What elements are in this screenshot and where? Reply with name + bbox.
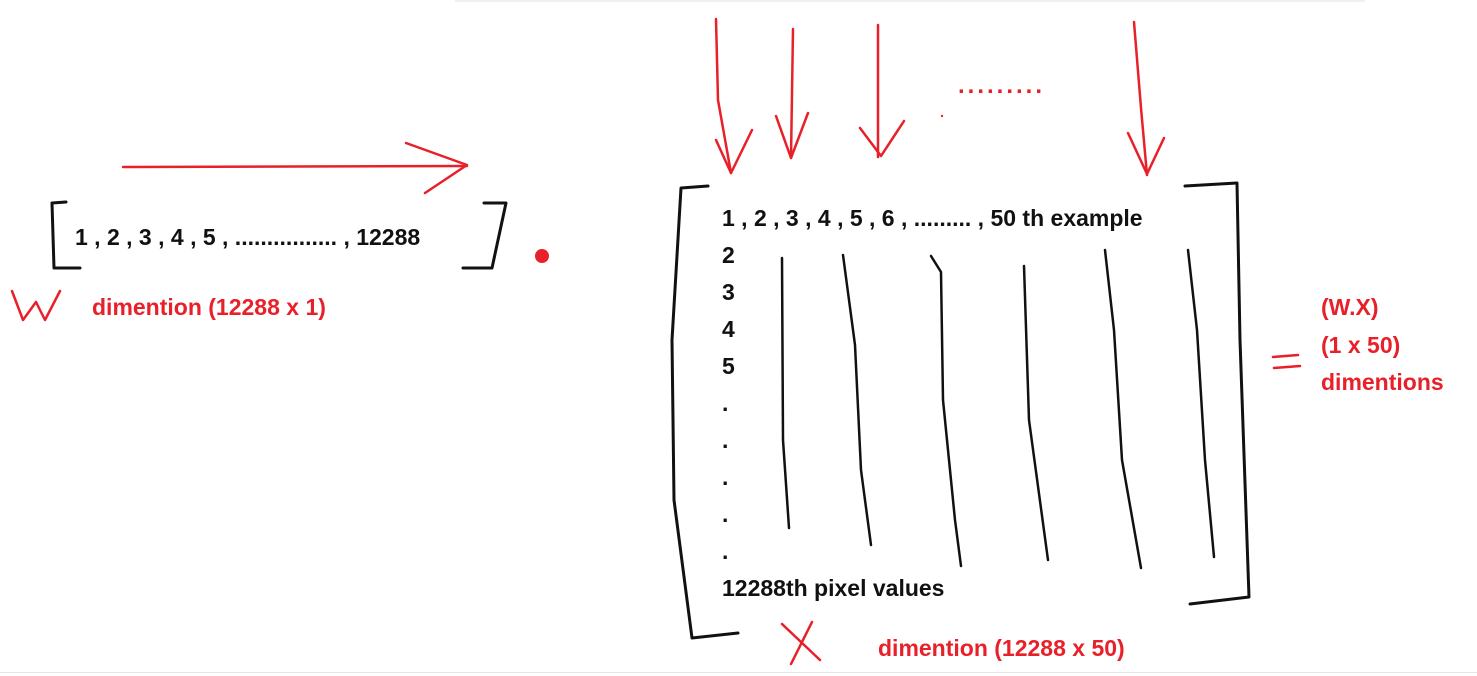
column-arrows-ellipsis: ......... bbox=[958, 72, 1046, 99]
equals-line-bottom bbox=[1272, 364, 1302, 370]
column-line-3 bbox=[929, 254, 963, 568]
x-dimension-label: dimention (12288 x 50) bbox=[878, 635, 1125, 661]
w-left-bracket bbox=[50, 200, 82, 270]
column-arrow-2 bbox=[789, 27, 795, 160]
column-line-5 bbox=[1103, 248, 1143, 570]
x-column-entry: 3 bbox=[722, 279, 735, 305]
x-column-entry: . bbox=[722, 390, 729, 416]
x-column-entry: . bbox=[722, 538, 729, 564]
column-arrow-4-head bbox=[1126, 131, 1166, 176]
column-line-1 bbox=[780, 256, 791, 530]
top-edge-shadow bbox=[455, 0, 1365, 2]
column-line-2 bbox=[841, 253, 873, 547]
w-vector-contents: 1 , 2 , 3 , 4 , 5 , ................ , 1… bbox=[75, 224, 421, 250]
x-last-row: 12288th pixel values bbox=[722, 575, 945, 601]
column-line-6 bbox=[1186, 248, 1216, 559]
w-symbol-icon bbox=[10, 289, 62, 322]
x-right-bracket bbox=[1183, 181, 1251, 606]
column-arrow-3-head bbox=[858, 119, 906, 158]
matrix-column-lines bbox=[780, 248, 1216, 570]
bottom-divider bbox=[0, 672, 1477, 673]
x-column-entry: . bbox=[722, 427, 729, 453]
w-right-bracket bbox=[461, 201, 508, 270]
x-column-entry: 2 bbox=[722, 242, 735, 268]
result-line-3: dimentions bbox=[1321, 369, 1444, 395]
w-dimension-label: dimention (12288 x 1) bbox=[92, 294, 326, 320]
column-arrow-4 bbox=[1132, 20, 1149, 177]
column-arrows bbox=[714, 17, 1166, 177]
x-column-entry: . bbox=[722, 501, 729, 527]
w-arrowhead bbox=[404, 141, 469, 195]
x-symbol-icon-stroke-2 bbox=[789, 620, 814, 666]
dot-operator-icon bbox=[535, 249, 549, 263]
result-line-1: (W.X) bbox=[1321, 294, 1379, 320]
result-line-2: (1 x 50) bbox=[1321, 332, 1401, 358]
column-arrow-1-head bbox=[714, 128, 754, 175]
x-left-bracket bbox=[670, 184, 740, 640]
x-first-row: 1 , 2 , 3 , 4 , 5 , 6 , ......... , 50 t… bbox=[722, 205, 1143, 231]
w-direction-arrow bbox=[121, 164, 469, 169]
column-line-4 bbox=[1022, 264, 1050, 562]
column-arrow-2-head bbox=[774, 111, 810, 160]
stray-mark bbox=[940, 114, 944, 118]
x-column-entry: 5 bbox=[722, 353, 735, 379]
x-column-entry: 4 bbox=[722, 316, 735, 342]
column-arrow-1 bbox=[714, 17, 733, 175]
x-column-entry: . bbox=[722, 464, 729, 490]
equals-line-top bbox=[1271, 353, 1300, 359]
